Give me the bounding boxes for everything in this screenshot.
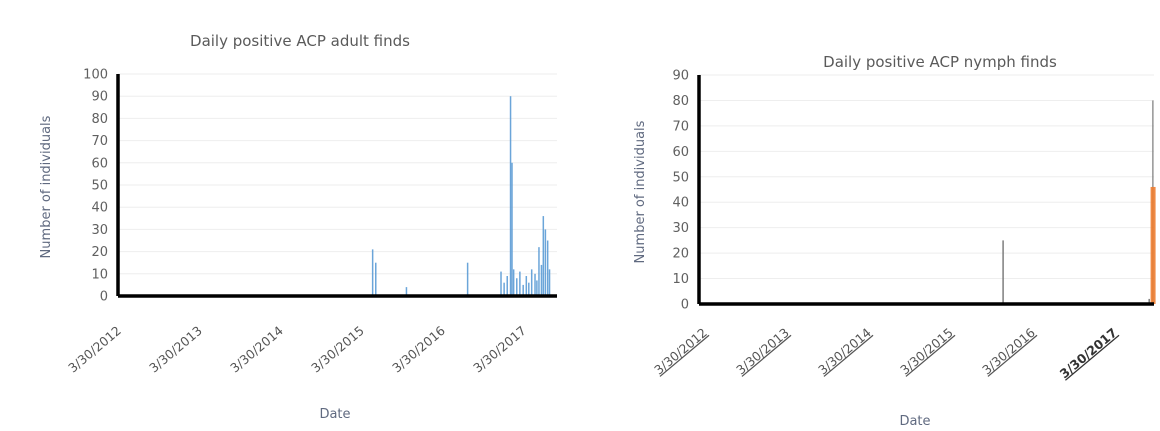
adult-y-tick-label: 60 (91, 156, 108, 171)
adult-bar (530, 269, 533, 296)
adult-bar (534, 273, 536, 296)
adult-bar (544, 229, 547, 296)
adult-bar (371, 249, 374, 296)
nymph-x-tick-label: 3/30/2012 (651, 325, 710, 378)
adult-bar (466, 262, 469, 296)
nymph-finds-chart: Daily positive ACP nymph finds Number of… (580, 0, 1160, 431)
nymph-finds-chart-svg: Daily positive ACP nymph finds Number of… (633, 53, 1156, 429)
nymph-y-tick-label: 40 (672, 196, 689, 211)
nymph-bar (1002, 240, 1004, 304)
adult-bar (405, 287, 408, 296)
adult-bar (536, 280, 538, 296)
nymph-chart-title: Daily positive ACP nymph finds (823, 53, 1057, 71)
adult-bar (500, 271, 502, 296)
adult-bar (516, 278, 518, 296)
adult-bar (519, 271, 521, 296)
adult-finds-chart-svg: Daily positive ACP adult finds Number of… (39, 32, 557, 422)
adult-y-tick-label: 30 (91, 223, 108, 238)
adult-bar (538, 247, 540, 296)
nymph-y-tick-label: 10 (672, 272, 689, 287)
adult-x-axis-label: Date (319, 407, 350, 422)
nymph-y-tick-label: 20 (672, 247, 689, 262)
nymph-x-axis-label: Date (899, 414, 930, 429)
adult-bar (528, 282, 530, 296)
adult-finds-chart: Daily positive ACP adult finds Number of… (39, 32, 557, 422)
nymph-y-tick-label: 90 (672, 69, 689, 84)
nymph-y-tick-label: 0 (681, 298, 689, 313)
adult-y-tick-label: 70 (91, 134, 108, 149)
adult-x-tick-label: 3/30/2016 (389, 323, 448, 376)
nymph-y-tick-label: 70 (672, 119, 689, 134)
adult-bar (506, 276, 508, 296)
nymph-y-tick-label: 80 (672, 94, 689, 109)
adult-y-axis-label: Number of individuals (39, 115, 54, 258)
nymph-x-tick-label: 3/30/2013 (733, 325, 792, 378)
adult-bar (540, 264, 543, 296)
nymph-y-axis-label: Number of individuals (633, 120, 648, 263)
adult-x-tick-label: 3/30/2013 (146, 323, 205, 376)
adult-bar (525, 276, 528, 296)
adult-bar (512, 269, 515, 296)
adult-bar (511, 162, 513, 296)
adult-bar (509, 96, 512, 296)
adult-y-tick-label: 10 (91, 267, 108, 282)
adult-bar (546, 240, 549, 296)
adult-bar (548, 269, 551, 296)
nymph-bar (1150, 186, 1156, 304)
nymph-bar (1148, 298, 1150, 304)
adult-y-tick-label: 40 (91, 201, 108, 216)
adult-x-tick-label: 3/30/2017 (470, 323, 529, 376)
adult-x-tick-label: 3/30/2015 (308, 323, 367, 376)
adult-y-tick-label: 80 (91, 112, 108, 127)
nymph-x-tick-label: 3/30/2014 (815, 325, 874, 378)
adult-x-tick-label: 3/30/2012 (65, 323, 124, 376)
nymph-y-tick-label: 60 (672, 145, 689, 160)
adult-bar (503, 282, 505, 296)
adult-x-tick-label: 3/30/2014 (227, 323, 286, 376)
adult-y-tick-label: 90 (91, 90, 108, 105)
nymph-x-tick-label: 3/30/2015 (897, 325, 956, 378)
adult-bar (375, 262, 377, 296)
nymph-x-tick-label: 3/30/2017 (1057, 325, 1120, 381)
adult-bar (522, 284, 524, 296)
adult-y-tick-label: 0 (100, 290, 108, 305)
adult-chart-title: Daily positive ACP adult finds (190, 32, 410, 50)
nymph-y-tick-label: 50 (672, 170, 689, 185)
nymph-y-tick-label: 30 (672, 221, 689, 236)
adult-y-tick-label: 50 (91, 179, 108, 194)
nymph-x-tick-label: 3/30/2016 (979, 325, 1038, 378)
adult-bar (542, 216, 545, 296)
adult-y-tick-label: 100 (83, 68, 108, 83)
adult-y-tick-label: 20 (91, 245, 108, 260)
